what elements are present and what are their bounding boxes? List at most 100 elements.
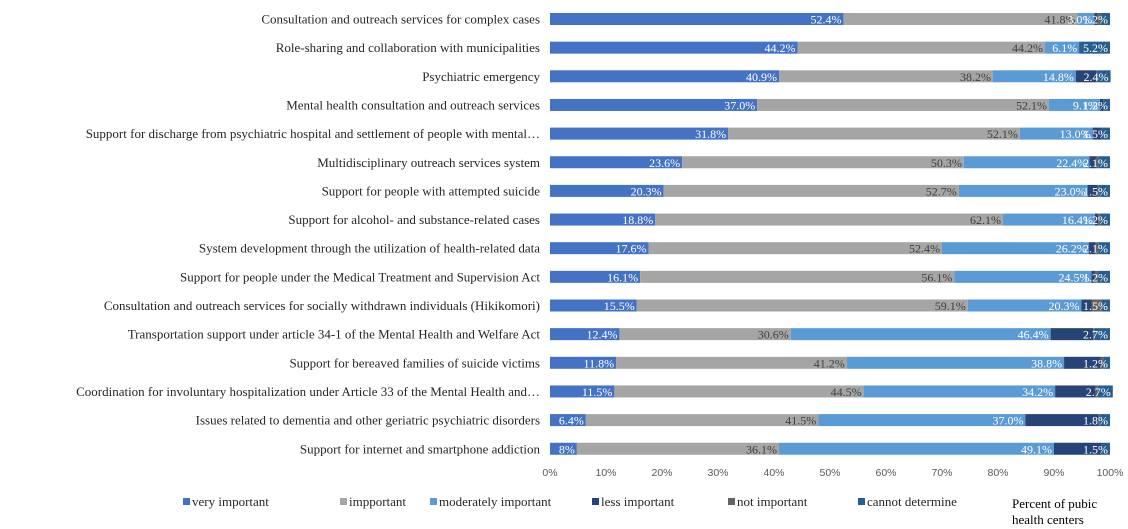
data-label: 11.8%	[584, 356, 615, 370]
bar-segment	[1098, 414, 1100, 427]
bar-segment	[663, 184, 959, 197]
bar-segment	[1091, 299, 1102, 312]
data-label: 46.4%	[1018, 328, 1049, 342]
bar-segment	[614, 385, 864, 398]
bar-segment	[1096, 70, 1098, 83]
x-axis-ticks: 0% 10% 20% 30% 40% 50% 60% 70% 80% 90% 100%	[542, 467, 1123, 479]
bar-segment	[550, 156, 683, 169]
bar-segment	[1091, 270, 1095, 283]
data-label: 52.4%	[810, 13, 841, 27]
data-label: 16.1%	[607, 270, 638, 284]
legend-swatch	[183, 498, 190, 505]
data-label: 41.5%	[785, 414, 816, 428]
x-tick-label: 20%	[651, 467, 672, 479]
bar-segment	[1019, 127, 1093, 140]
category-label: Multidisciplinary outreach services syst…	[317, 155, 540, 170]
category-label: Psychiatric emergency	[422, 69, 540, 84]
bar-segment	[1096, 156, 1099, 169]
data-label: 26.2%	[1056, 242, 1087, 256]
data-label: 2.7%	[1083, 328, 1108, 342]
bar-segment	[942, 242, 1089, 255]
data-label: 16.4%	[1062, 213, 1093, 227]
bar-segment	[1050, 328, 1094, 341]
data-label: 34.2%	[1022, 385, 1053, 399]
data-label: 30.6%	[758, 328, 789, 342]
bar-segment	[1101, 299, 1110, 312]
bar-segment	[779, 70, 993, 83]
category-label: Support for bereaved families of suicide…	[289, 355, 540, 370]
data-label: 1.5%	[1083, 127, 1108, 141]
category-label: Transportation support under article 34-…	[128, 327, 541, 342]
bar-segment	[550, 41, 798, 54]
data-label: 23.6%	[649, 156, 680, 170]
bar-segment	[1095, 242, 1099, 255]
category-label: Issues related to dementia and other ger…	[196, 413, 540, 428]
bar-segment	[818, 414, 1026, 427]
bar-segment	[1098, 242, 1110, 255]
data-label: 31.8%	[695, 127, 726, 141]
bar-segment	[550, 242, 649, 255]
bar-segment	[1103, 98, 1110, 111]
bar-segment	[1079, 41, 1081, 54]
x-tick-label: 50%	[819, 467, 840, 479]
bar-segment	[1055, 385, 1096, 398]
bar-segment	[790, 328, 1051, 341]
bar-segment	[797, 41, 1046, 54]
data-label: 52.4%	[909, 242, 940, 256]
bar-segment	[757, 98, 1049, 111]
category-label: Role-sharing and collaboration with muni…	[276, 40, 540, 55]
category-label: Support for people with attempted suicid…	[322, 183, 541, 198]
bar-segment	[967, 299, 1082, 312]
bar-segment	[1003, 213, 1095, 226]
data-label: 2.1%	[1083, 156, 1108, 170]
bar-segment	[846, 356, 1065, 369]
bar-segment	[640, 270, 955, 283]
bar-segment	[1101, 127, 1110, 140]
x-tick-label: 10%	[595, 467, 616, 479]
bar-segment	[1077, 13, 1095, 25]
category-label: Support for people under the Medical Tre…	[180, 269, 540, 284]
bar-segment	[1087, 184, 1098, 197]
bar-segment	[550, 328, 620, 341]
data-label: 41.8%	[1045, 13, 1076, 27]
bar-segment	[1099, 184, 1110, 197]
bar-segment	[1099, 98, 1104, 111]
legend-swatch	[858, 498, 865, 505]
bar-segment	[682, 156, 964, 169]
data-label: 1.8%	[1083, 414, 1108, 428]
data-label: 17.6%	[616, 242, 647, 256]
data-label: 13.0%	[1060, 127, 1091, 141]
category-label: System development through the utilizati…	[199, 241, 540, 256]
data-label: 8%	[559, 442, 575, 456]
data-label: 56.1%	[921, 270, 952, 284]
legend-swatch	[430, 498, 437, 505]
data-label: 1.2%	[1083, 13, 1108, 27]
legend-label: cannot determine	[867, 494, 957, 509]
bar-segment	[843, 13, 1078, 25]
bar-segment	[550, 127, 729, 140]
data-label: 49.1%	[1021, 442, 1052, 456]
legend-swatch	[592, 498, 599, 505]
bar-segment	[1097, 270, 1110, 283]
bar-segment	[648, 242, 942, 255]
bar-segment	[585, 414, 819, 427]
x-tick-label: 40%	[763, 467, 784, 479]
data-label: 1.2%	[1083, 270, 1108, 284]
data-label: 38.2%	[960, 70, 991, 84]
bar-segment	[616, 356, 847, 369]
category-label: Consultation and outreach services for c…	[261, 12, 540, 27]
bar-segment	[1094, 328, 1110, 341]
data-label: 18.8%	[622, 213, 653, 227]
data-label: 1.5%	[1083, 442, 1108, 456]
data-label: 9.1%	[1073, 98, 1098, 112]
x-tick-label: 0%	[542, 467, 557, 479]
data-label: 2.7%	[1086, 385, 1111, 399]
bar-segment	[1093, 328, 1095, 341]
data-label: 41.2%	[814, 356, 845, 370]
bar-segment	[1098, 213, 1101, 226]
data-label: 59.1%	[935, 299, 966, 313]
bar-segment	[992, 70, 1076, 83]
bar-segment	[1045, 41, 1080, 54]
data-label: 36.1%	[746, 442, 777, 456]
